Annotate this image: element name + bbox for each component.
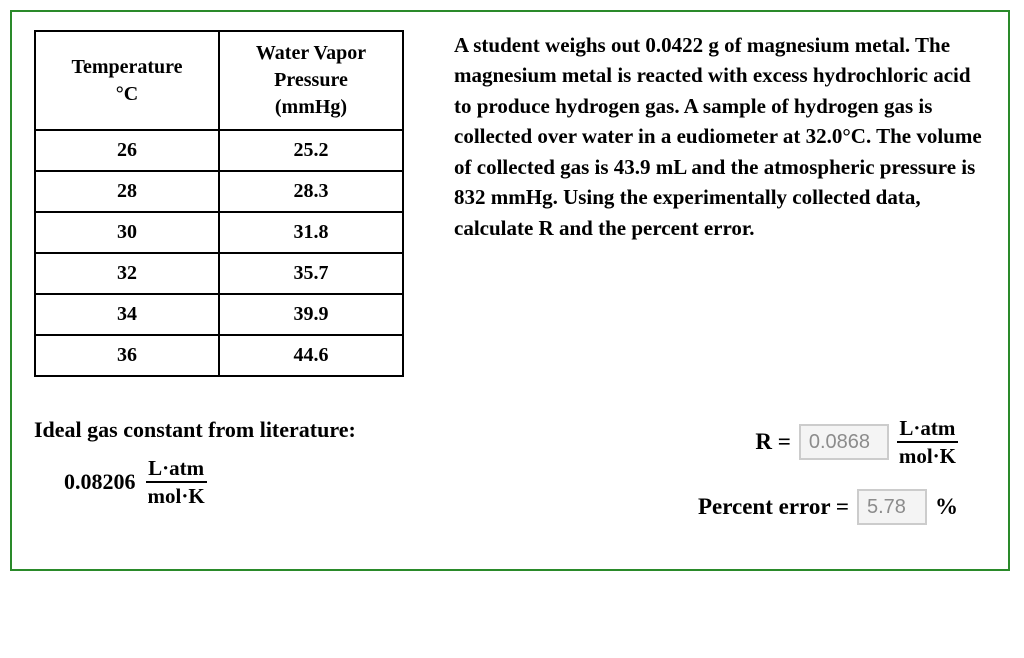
percent-error-label: Percent error = [698,494,849,520]
R-label: R = [755,429,790,455]
unit-fraction: L·atm mol·K [146,457,207,507]
R-input[interactable]: 0.0868 [799,424,889,460]
cell-press: 28.3 [219,171,403,212]
answers-block: R = 0.0868 L·atm mol·K Percent error = 5… [698,417,958,547]
literature-number: 0.08206 [64,469,136,495]
literature-label: Ideal gas constant from literature: [34,417,454,443]
table-row: 26 25.2 [35,130,403,171]
col-temp-header: Temperature °C [35,31,219,130]
answer-row-R: R = 0.0868 L·atm mol·K [698,417,958,467]
cell-press: 44.6 [219,335,403,376]
cell-press: 25.2 [219,130,403,171]
col-press-header-l1: Water Vapor [256,42,366,64]
percent-symbol: % [935,494,958,520]
table-row: 36 44.6 [35,335,403,376]
cell-temp: 26 [35,130,219,171]
cell-temp: 32 [35,253,219,294]
table-row: 34 39.9 [35,294,403,335]
vapor-pressure-table: Temperature °C Water Vapor Pressure (mmH… [34,30,404,377]
table-row: 30 31.8 [35,212,403,253]
cell-press: 31.8 [219,212,403,253]
table-row: 32 35.7 [35,253,403,294]
literature-constant-block: Ideal gas constant from literature: 0.08… [34,417,454,507]
cell-press: 35.7 [219,253,403,294]
unit-fraction: L·atm mol·K [897,417,958,467]
col-temp-header-l1: Temperature [71,56,182,78]
cell-temp: 36 [35,335,219,376]
unit-num: L·atm [897,417,957,441]
col-press-header-l3: (mmHg) [275,96,347,118]
cell-temp: 34 [35,294,219,335]
table-row: 28 28.3 [35,171,403,212]
cell-temp: 28 [35,171,219,212]
unit-num: L·atm [146,457,206,481]
cell-temp: 30 [35,212,219,253]
problem-statement: A student weighs out 0.0422 g of magnesi… [454,30,986,243]
percent-error-input[interactable]: 5.78 [857,489,927,525]
answer-row-percent-error: Percent error = 5.78 % [698,489,958,525]
problem-frame: Temperature °C Water Vapor Pressure (mmH… [10,10,1010,571]
col-temp-header-l2: °C [116,83,138,105]
cell-press: 39.9 [219,294,403,335]
unit-den: mol·K [897,441,958,467]
unit-den: mol·K [146,481,207,507]
literature-value: 0.08206 L·atm mol·K [64,457,454,507]
col-press-header-l2: Pressure [274,69,348,91]
table-header-row: Temperature °C Water Vapor Pressure (mmH… [35,31,403,130]
col-press-header: Water Vapor Pressure (mmHg) [219,31,403,130]
